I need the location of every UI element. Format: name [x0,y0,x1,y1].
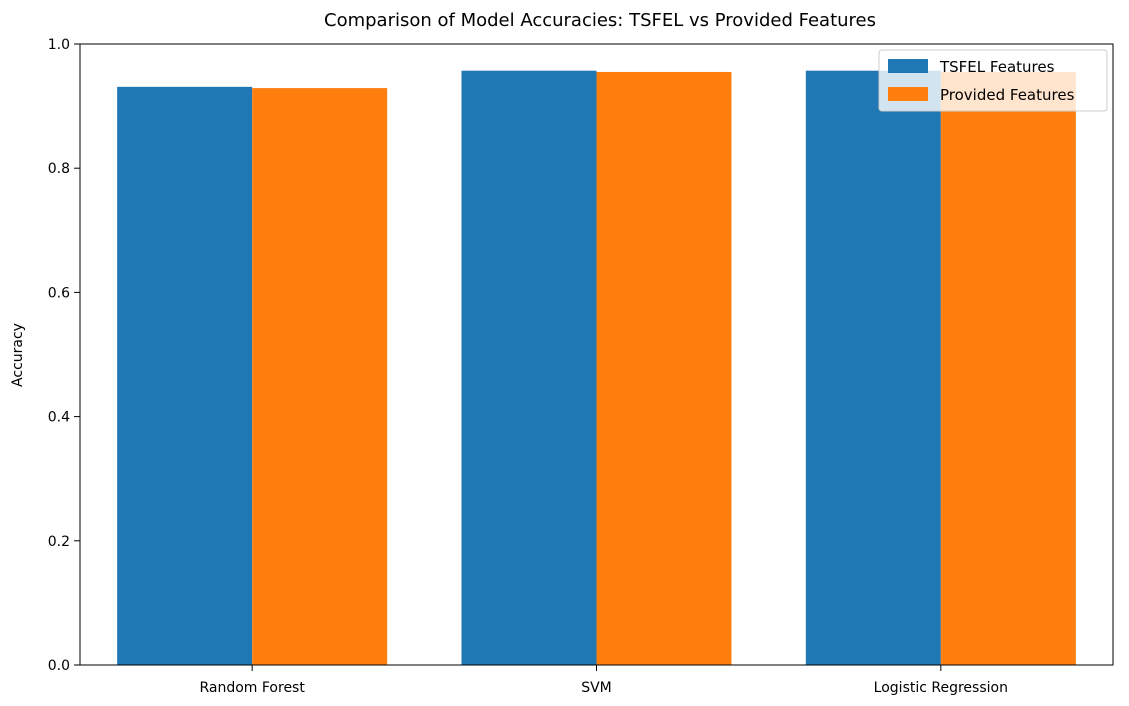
legend-swatch-tsfel-features [888,59,928,73]
legend: TSFEL Features Provided Features [878,49,1108,112]
bar-provided-features-logistic-regression [940,71,1076,665]
y-axis-label: Accuracy [10,323,26,387]
legend-label-provided-features: Provided Features [940,86,1075,104]
chart-title: Comparison of Model Accuracies: TSFEL vs… [324,10,876,31]
bars [117,70,1076,665]
bar-tsfel-features-random-forest [117,86,253,665]
legend-swatch-provided-features [888,87,928,101]
y-tick-label: 0.6 [48,285,70,301]
x-axis: Random Forest SVM Logistic Regression [199,665,1008,696]
y-tick-label: 0.8 [48,161,70,177]
legend-label-tsfel-features: TSFEL Features [939,58,1055,76]
bar-tsfel-features-logistic-regression [805,70,941,665]
legend-box [878,49,1108,112]
y-tick-label: 1.0 [48,37,70,53]
bar-provided-features-svm [596,71,732,665]
x-tick-label-logistic-regression: Logistic Regression [874,680,1008,696]
bar-tsfel-features-svm [461,70,597,665]
y-tick-label: 0.2 [48,534,70,550]
x-tick-label-random-forest: Random Forest [199,680,305,696]
y-axis: 0.0 0.2 0.4 0.6 0.8 1.0 [48,37,80,674]
y-tick-label: 0.0 [48,658,70,674]
y-tick-label: 0.4 [48,410,70,426]
x-tick-label-svm: SVM [581,680,612,696]
bar-provided-features-random-forest [252,88,388,665]
